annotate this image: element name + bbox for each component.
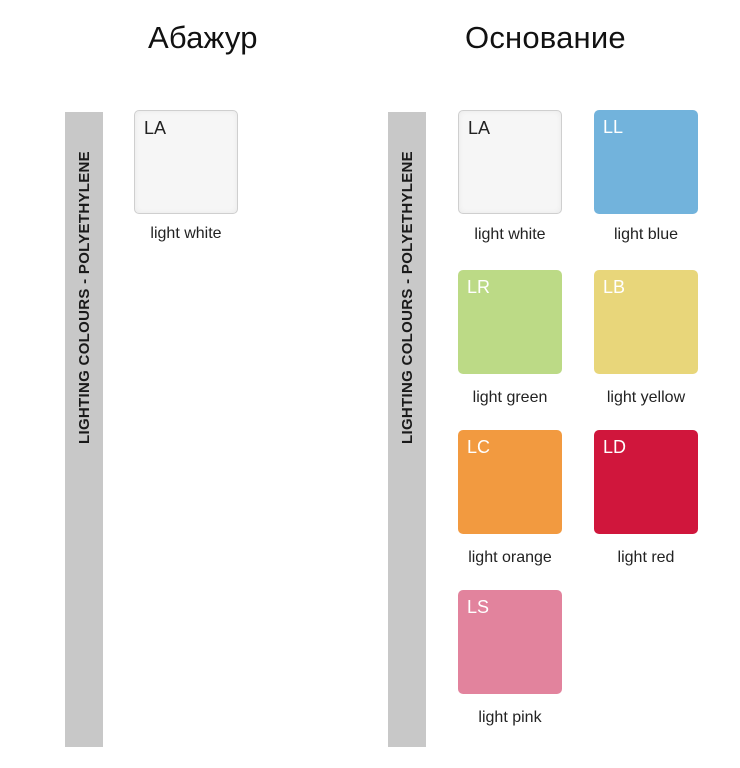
base-swatch-light-blue[interactable]: LL [594,110,698,214]
base-swatch-light-white[interactable]: LA [458,110,562,214]
shade-swatch-light-white[interactable]: LA [134,110,238,214]
base-category-label: LIGHTING COLOURS - POLYETHYLENE [398,150,416,444]
base-swatch-light-yellow[interactable]: LB [594,270,698,374]
swatch-code: LL [603,117,624,137]
shade-heading: Абажур [148,20,258,55]
swatch-code: LB [603,277,626,297]
base-swatch-light-orange[interactable]: LC [458,430,562,534]
swatch-code: LC [467,437,491,457]
shade-category-label: LIGHTING COLOURS - POLYETHYLENE [75,150,93,444]
swatch-code: LD [603,437,627,457]
swatch-caption: light orange [468,549,552,566]
swatch-code: LR [467,277,491,297]
swatch-caption: light yellow [606,389,686,406]
base-category-bar: LIGHTING COLOURS - POLYETHYLENE [388,112,426,747]
swatch-caption: light white [474,226,546,243]
swatch-caption: light blue [613,226,679,243]
swatch-code: LA [144,118,167,138]
swatch-caption: light white [150,225,222,242]
base-swatch-light-red[interactable]: LD [594,430,698,534]
shade-category-bar: LIGHTING COLOURS - POLYETHYLENE [65,112,103,747]
base-swatch-light-green[interactable]: LR [458,270,562,374]
swatch-caption: light red [617,549,675,566]
swatch-code: LS [467,597,490,617]
base-swatch-light-pink[interactable]: LS [458,590,562,694]
swatch-caption: light pink [478,709,542,726]
swatch-caption: light green [472,389,548,406]
swatch-code: LA [468,118,491,138]
base-heading: Основание [465,20,626,55]
